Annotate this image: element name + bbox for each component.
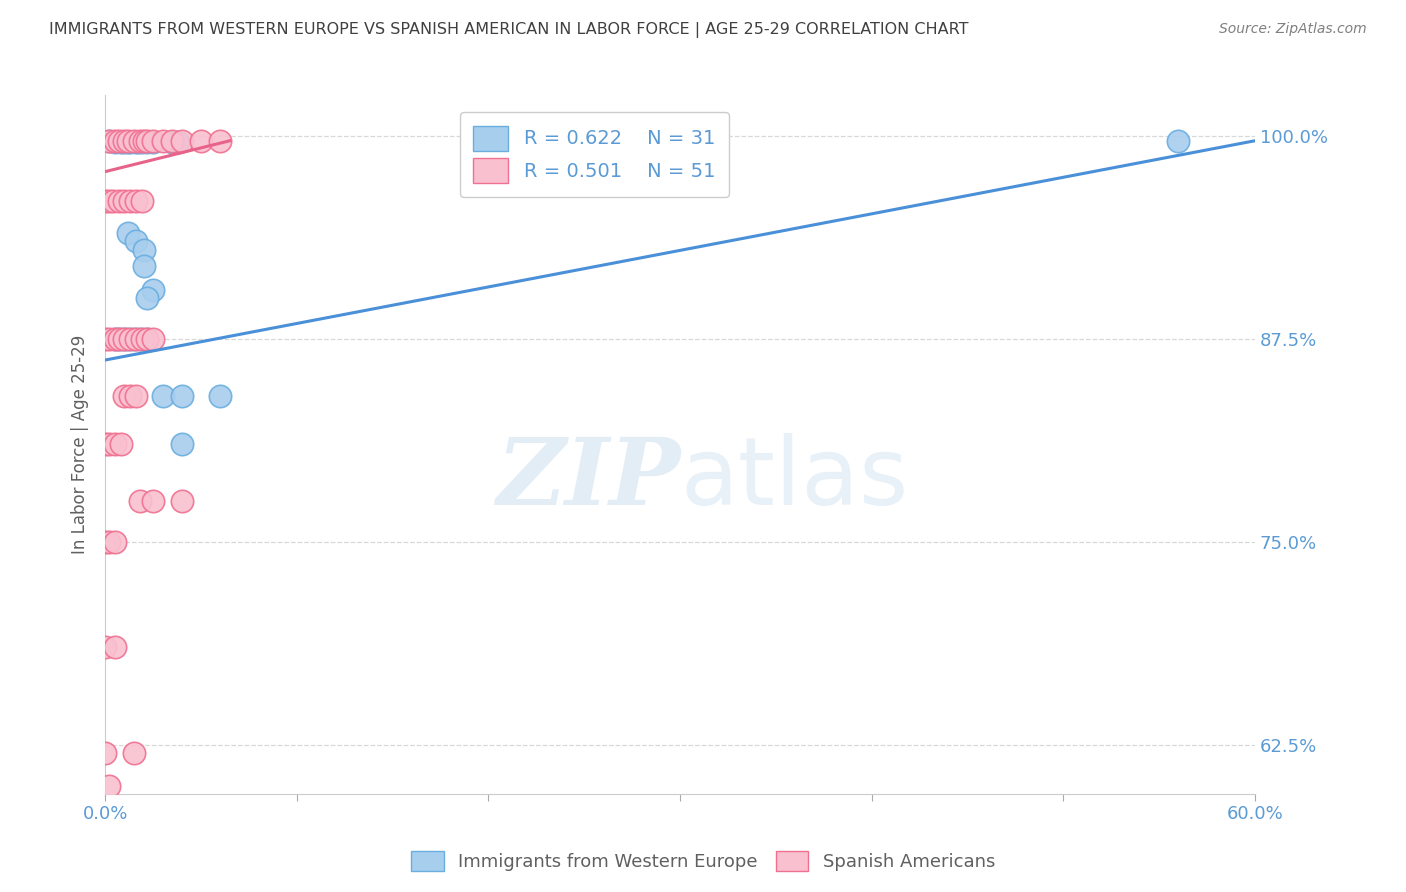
Point <box>98 779 121 793</box>
Point <box>125 136 148 150</box>
Point <box>170 819 193 833</box>
Point <box>122 134 145 148</box>
Point <box>142 134 165 148</box>
Point <box>94 746 117 760</box>
Point <box>131 194 153 208</box>
Point <box>122 746 145 760</box>
Point <box>132 134 155 148</box>
Text: ZIP: ZIP <box>496 434 681 524</box>
Point <box>128 332 150 346</box>
Point <box>170 389 193 403</box>
Point <box>101 194 124 208</box>
Point <box>117 227 139 241</box>
Point <box>125 235 148 249</box>
Point <box>125 194 148 208</box>
Point <box>128 134 150 148</box>
Point <box>209 134 232 148</box>
Point <box>162 134 184 148</box>
Point <box>112 136 135 150</box>
Point <box>167 136 190 150</box>
Point <box>112 332 135 346</box>
Point <box>142 136 165 150</box>
Text: Source: ZipAtlas.com: Source: ZipAtlas.com <box>1219 22 1367 37</box>
Point <box>1167 134 1189 148</box>
Point <box>98 134 121 148</box>
Point <box>120 194 142 208</box>
Point <box>209 389 232 403</box>
Point <box>94 437 117 451</box>
Point <box>127 136 149 150</box>
Point <box>170 134 193 148</box>
Point <box>112 389 135 403</box>
Legend: Immigrants from Western Europe, Spanish Americans: Immigrants from Western Europe, Spanish … <box>404 844 1002 879</box>
Point <box>125 332 148 346</box>
Point <box>152 134 174 148</box>
Point <box>136 136 159 150</box>
Point <box>112 134 135 148</box>
Point <box>112 194 135 208</box>
Point <box>170 437 193 451</box>
Point <box>120 136 142 150</box>
Point <box>170 494 193 508</box>
Point <box>131 136 153 150</box>
Point <box>104 535 127 549</box>
Point <box>136 291 159 305</box>
Point <box>94 194 117 208</box>
Point <box>132 259 155 273</box>
Point <box>128 494 150 508</box>
Y-axis label: In Labor Force | Age 25-29: In Labor Force | Age 25-29 <box>72 334 89 554</box>
Point <box>136 332 159 346</box>
Point <box>98 332 121 346</box>
Point <box>104 640 127 655</box>
Point <box>94 535 117 549</box>
Legend: R = 0.622    N = 31, R = 0.501    N = 51: R = 0.622 N = 31, R = 0.501 N = 51 <box>460 112 730 197</box>
Point <box>142 494 165 508</box>
Point <box>104 437 127 451</box>
Point <box>125 389 148 403</box>
Text: atlas: atlas <box>681 434 908 525</box>
Point <box>107 332 129 346</box>
Point <box>122 332 145 346</box>
Point <box>98 134 121 148</box>
Point <box>120 332 142 346</box>
Point <box>131 332 153 346</box>
Point <box>104 332 127 346</box>
Point <box>162 136 184 150</box>
Point <box>107 332 129 346</box>
Point <box>104 332 127 346</box>
Point <box>190 134 212 148</box>
Point <box>136 332 159 346</box>
Point <box>112 332 135 346</box>
Point <box>132 243 155 257</box>
Point <box>98 194 121 208</box>
Point <box>136 134 159 148</box>
Point <box>104 134 127 148</box>
Point <box>107 194 129 208</box>
Point <box>98 535 121 549</box>
Point <box>107 134 129 148</box>
Point <box>94 640 117 655</box>
Point <box>142 283 165 297</box>
Point <box>98 437 121 451</box>
Point <box>110 136 132 150</box>
Point <box>117 332 139 346</box>
Point <box>142 332 165 346</box>
Point <box>120 389 142 403</box>
Point <box>94 332 117 346</box>
Point <box>117 134 139 148</box>
Point <box>110 437 132 451</box>
Text: IMMIGRANTS FROM WESTERN EUROPE VS SPANISH AMERICAN IN LABOR FORCE | AGE 25-29 CO: IMMIGRANTS FROM WESTERN EUROPE VS SPANIS… <box>49 22 969 38</box>
Point <box>152 389 174 403</box>
Point <box>104 136 127 150</box>
Point <box>117 136 139 150</box>
